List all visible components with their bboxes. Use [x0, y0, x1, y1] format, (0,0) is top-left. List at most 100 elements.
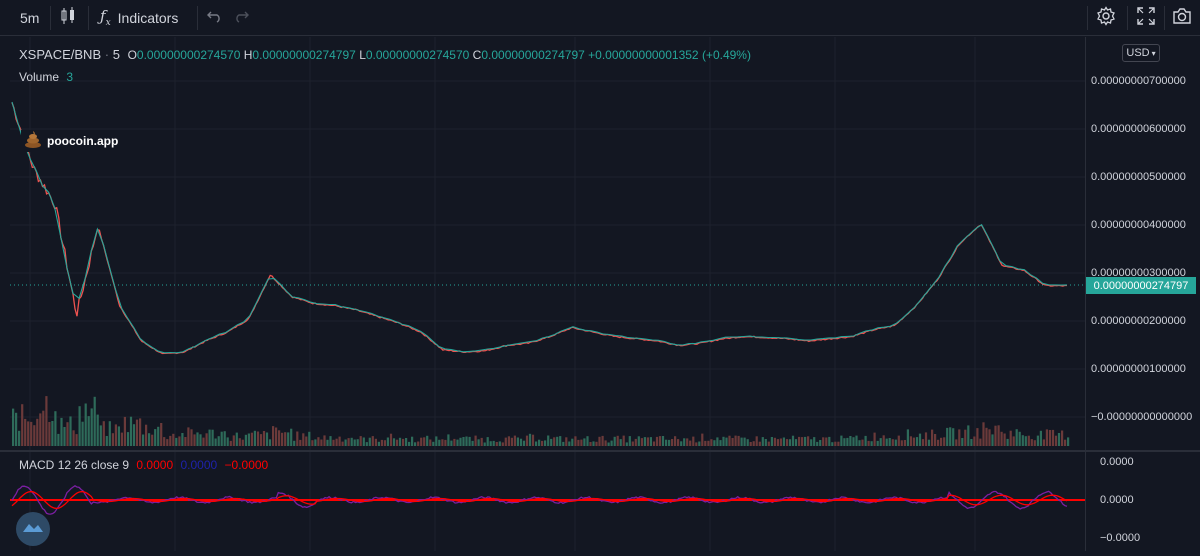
chart-area[interactable] [10, 37, 1085, 551]
volume-bar [196, 432, 199, 446]
volume-bar [589, 442, 592, 446]
toolbar-divider [197, 6, 198, 30]
toolbar-divider [1087, 6, 1088, 30]
volume-bar [882, 435, 885, 446]
volume-bar [737, 435, 740, 446]
legend-interval: 5 [112, 47, 120, 62]
volume-bar [199, 434, 202, 446]
volume-bar [148, 433, 151, 446]
settings-button[interactable] [1096, 0, 1116, 35]
volume-bar [598, 436, 601, 446]
screenshot-button[interactable] [1172, 0, 1192, 35]
volume-legend: Volume 3 [19, 70, 73, 84]
volume-bar [604, 440, 607, 446]
volume-bar [1045, 429, 1048, 446]
volume-bar [834, 441, 837, 446]
volume-bar [450, 440, 453, 446]
volume-bar [822, 437, 825, 446]
price-chart[interactable] [10, 37, 1085, 551]
volume-bar [661, 436, 665, 446]
undo-button[interactable] [207, 0, 223, 35]
volume-value: 3 [66, 70, 74, 84]
volume-bar [486, 437, 489, 446]
volume-bar [311, 440, 314, 446]
volume-bar [794, 439, 798, 446]
volume-bar [395, 439, 399, 446]
indicators-button[interactable]: ƒx Indicators [100, 0, 178, 35]
volume-bar [57, 433, 60, 446]
pane-separator[interactable] [0, 450, 1200, 452]
volume-bar [798, 436, 801, 446]
chart-grid [10, 37, 1085, 551]
volume-bar [903, 440, 906, 446]
tradingview-logo[interactable] [16, 512, 50, 546]
currency-dropdown[interactable]: USD ▾ [1122, 44, 1160, 62]
volume-bar [828, 436, 831, 446]
volume-bar [595, 441, 598, 446]
volume-bar [1054, 435, 1058, 446]
volume-bar [646, 437, 649, 446]
volume-bar [692, 436, 695, 446]
volume-bar [767, 441, 770, 446]
volume-bar [668, 439, 671, 446]
volume-bar [719, 440, 722, 446]
volume-bar [1051, 429, 1055, 446]
volume-bar [674, 436, 677, 446]
volume-bar [876, 440, 879, 446]
watermark-text: poocoin.app [47, 134, 119, 148]
volume-bar [139, 418, 142, 446]
price-axis[interactable] [1085, 37, 1200, 551]
interval-button[interactable]: 5m [20, 0, 39, 35]
chevron-down-icon: ▾ [1151, 48, 1156, 58]
volume-bar [477, 439, 480, 446]
volume-bar [284, 432, 287, 446]
volume-bar [181, 433, 184, 446]
volume-bar [265, 432, 269, 446]
volume-bar [1003, 433, 1006, 446]
macd-legend: MACD 12 26 close 9 0.0000 0.0000 −0.0000 [19, 458, 268, 472]
volume-bar [728, 435, 731, 446]
redo-button[interactable] [233, 0, 249, 35]
price-series-up-line [11, 101, 1068, 354]
volume-bar [247, 433, 250, 446]
volume-bar [392, 438, 396, 446]
volume-bar [256, 431, 260, 446]
chart-type-button[interactable] [60, 0, 76, 35]
function-icon: ƒx [100, 7, 111, 28]
volume-bar [123, 416, 126, 446]
volume-bar [456, 439, 459, 446]
volume-bar [132, 424, 136, 446]
volume-bar [689, 440, 692, 446]
volume-bar [553, 437, 556, 446]
open-value: 0.00000000274570 [136, 48, 241, 62]
volume-bar [770, 437, 773, 446]
volume-bar [592, 441, 595, 446]
volume-bar [701, 433, 704, 446]
volume-bar [417, 441, 420, 446]
volume-bar [825, 437, 828, 446]
volume-bar [1033, 440, 1036, 446]
volume-bar [801, 437, 804, 446]
volume-bar [441, 439, 444, 446]
volume-bar [1015, 429, 1018, 446]
volume-bar [961, 438, 964, 446]
volume-bar [740, 437, 743, 446]
volume-bar [949, 427, 952, 446]
volume-bar [423, 437, 426, 446]
change-value: +0.00000000001352 [588, 48, 699, 62]
volume-bar [900, 440, 903, 446]
volume-bar [683, 438, 686, 446]
volume-bar [571, 438, 574, 446]
volume-bar [262, 431, 266, 446]
volume-bar [15, 412, 18, 446]
volume-bar [447, 434, 450, 446]
volume-bar [226, 437, 229, 446]
volume-bar [713, 440, 716, 446]
volume-bar [468, 436, 471, 446]
volume-bar [643, 437, 646, 446]
fullscreen-button[interactable] [1137, 0, 1155, 35]
volume-bar [253, 430, 256, 446]
volume-bar [1027, 435, 1030, 446]
volume-bar [229, 440, 232, 446]
volume-bar [652, 441, 656, 446]
